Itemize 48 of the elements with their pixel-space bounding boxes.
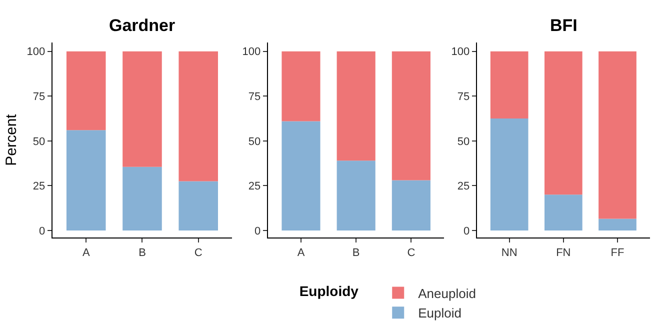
y-tick-label: 0: [39, 225, 46, 238]
bar: [336, 160, 376, 230]
bar: [66, 130, 106, 230]
y-tick-label: 100: [451, 46, 470, 58]
y-tick-label: 50: [457, 136, 470, 148]
x-tick-label: B: [138, 246, 146, 259]
y-axis-title: Percent: [3, 113, 20, 166]
x-tick-label: C: [407, 246, 416, 259]
bar: [122, 51, 162, 167]
y-tick-label: 0: [463, 225, 470, 238]
bar: [392, 51, 430, 180]
bar: [490, 51, 528, 119]
x-tick-label: A: [82, 246, 90, 259]
bar: [282, 51, 320, 122]
y-tick-label: 50: [248, 136, 261, 148]
y-tick-label: 100: [26, 46, 46, 58]
bar: [544, 194, 582, 230]
y-tick-label: 0: [254, 225, 261, 238]
chart-title: Gardner: [109, 16, 176, 35]
bar: [598, 51, 636, 219]
y-tick-label: 75: [457, 91, 470, 103]
y-tick-label: 25: [32, 180, 46, 193]
bar: [544, 51, 582, 195]
x-tick-label: A: [297, 246, 306, 259]
bar: [66, 51, 106, 130]
y-tick-label: 100: [242, 46, 261, 58]
x-tick-label: NN: [501, 246, 518, 259]
x-tick-label: C: [194, 246, 202, 259]
y-tick-label: 25: [248, 180, 261, 193]
chart-title: BFI: [550, 16, 578, 35]
bar: [490, 118, 528, 230]
x-tick-label: FN: [556, 246, 571, 259]
bar: [122, 166, 162, 230]
y-tick-label: 75: [248, 91, 261, 103]
legend-label: Euploid: [418, 306, 462, 321]
y-tick-label: 50: [32, 136, 46, 148]
legend-label: Aneuploid: [418, 286, 476, 301]
bar: [178, 181, 218, 230]
bar: [282, 121, 320, 230]
bar: [392, 180, 430, 230]
y-tick-label: 75: [32, 91, 46, 103]
legend-title: Euploidy: [299, 282, 359, 299]
bar: [336, 51, 376, 161]
y-tick-label: 25: [457, 180, 470, 193]
bar: [178, 51, 218, 182]
x-tick-label: FF: [610, 246, 624, 259]
bar: [598, 218, 636, 230]
x-tick-label: B: [352, 246, 360, 259]
